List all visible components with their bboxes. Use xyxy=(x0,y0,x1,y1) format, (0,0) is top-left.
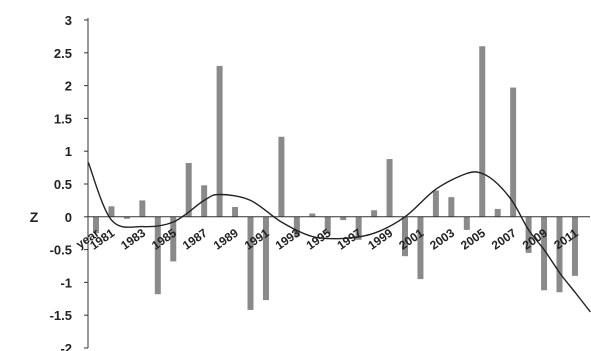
bar-1993 xyxy=(293,216,300,237)
bars xyxy=(93,46,578,310)
y-tick-label: -1 xyxy=(60,275,72,290)
y-axis: 3 2.5 2 1.5 1 0.5 0 -0.5 -1 -1.5 -2 xyxy=(50,13,88,351)
bar-2002 xyxy=(432,190,439,217)
trend-line xyxy=(87,162,591,313)
y-tick-label: 0.5 xyxy=(54,177,72,192)
y-tick-label: 1.5 xyxy=(54,111,72,126)
y-tick-label: -2 xyxy=(60,341,72,351)
bar-1988 xyxy=(216,65,223,217)
bar-2004 xyxy=(463,216,470,230)
axes xyxy=(87,18,590,348)
trend-line-group xyxy=(87,162,591,313)
bar-2007 xyxy=(510,87,517,217)
bar-2009 xyxy=(541,216,548,291)
bar-1980 xyxy=(93,216,99,234)
bar-2005 xyxy=(479,46,486,217)
bar-1982 xyxy=(123,216,130,219)
bar-1983 xyxy=(139,200,146,217)
x-tick-label: 2007 xyxy=(489,226,519,253)
x-tick-label: 2005 xyxy=(458,226,488,253)
bar-1991 xyxy=(262,216,269,301)
y-tick-label: 0 xyxy=(65,210,72,225)
x-tick-label: 1999 xyxy=(365,226,395,253)
y-tick-label: 1 xyxy=(65,144,72,159)
bar-1989 xyxy=(232,206,239,217)
y-tick-label: -1.5 xyxy=(50,308,72,323)
bar-2001 xyxy=(417,216,424,280)
y-tick-label: 2 xyxy=(65,79,72,94)
bar-1999 xyxy=(386,159,393,217)
x-tick-label: 1989 xyxy=(211,226,241,253)
bar-2003 xyxy=(448,197,455,217)
x-tick-label: 2003 xyxy=(427,226,457,253)
bar-2008 xyxy=(525,216,532,253)
bar-1985 xyxy=(170,216,177,262)
bar-1998 xyxy=(371,210,378,217)
bar-2011 xyxy=(571,216,578,276)
bar-2010 xyxy=(556,216,563,293)
x-tick-label: 1983 xyxy=(118,226,148,253)
y-tick-label: 2.5 xyxy=(54,46,72,61)
bar-2006 xyxy=(494,208,501,217)
bar-1992 xyxy=(278,136,285,217)
bar-1997 xyxy=(355,216,362,240)
bar-1984 xyxy=(154,216,161,295)
y-tick-label: 3 xyxy=(65,13,72,28)
x-tick-label: 1987 xyxy=(180,226,210,253)
bar-1996 xyxy=(340,216,347,221)
bar-2000 xyxy=(402,216,408,257)
y-tick-label: -0.5 xyxy=(50,243,72,258)
bar-1986 xyxy=(185,163,192,217)
bar-1990 xyxy=(247,216,254,310)
bar-1981 xyxy=(108,206,115,217)
y-axis-label: Z xyxy=(30,209,39,225)
bar-1995 xyxy=(324,216,331,234)
bar-1994 xyxy=(309,213,316,217)
